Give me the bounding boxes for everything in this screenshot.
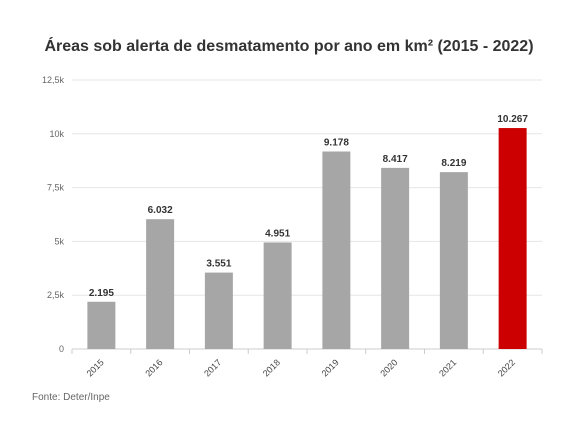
data-label: 6.032 (148, 205, 173, 216)
bar (439, 172, 468, 349)
x-axis: 2015 2016 2017 2018 2019 2020 2021 2022 (71, 349, 543, 379)
data-label: 10.267 (497, 114, 528, 125)
x-tick-label: 2018 (261, 357, 282, 378)
y-tick-label: 7,5k (47, 183, 65, 193)
y-tick-label: 5k (54, 236, 64, 246)
data-labels: 2.195 6.032 3.551 4.951 9.178 8.417 8.219 10.26… (89, 114, 528, 299)
bar (204, 272, 233, 349)
data-label: 4.951 (265, 228, 290, 239)
bar (87, 301, 116, 349)
source-note: Fonte: Deter/Inpe (32, 392, 110, 403)
x-tick-label: 2017 (202, 357, 223, 378)
x-tick-label: 2019 (320, 357, 341, 378)
gridlines (72, 79, 542, 350)
bar (263, 242, 292, 349)
chart-title: Áreas sob alerta de desmatamento por ano… (44, 38, 534, 55)
x-tick-label: 2022 (496, 357, 517, 378)
x-tick-label: 2021 (437, 357, 458, 378)
data-label: 9.178 (324, 137, 349, 148)
y-tick-label: 12,5k (42, 75, 65, 85)
bar (322, 151, 351, 349)
bar (146, 219, 175, 349)
y-tick-label: 0 (59, 344, 64, 354)
x-tick-label: 2020 (378, 357, 399, 378)
y-tick-label: 2,5k (47, 290, 65, 300)
data-label: 8.417 (383, 154, 408, 165)
bar (498, 128, 527, 349)
data-label: 8.219 (441, 158, 466, 169)
data-label: 2.195 (89, 288, 114, 299)
data-label: 3.551 (206, 259, 231, 270)
x-tick-label: 2015 (85, 357, 106, 378)
y-tick-label: 10k (49, 129, 64, 139)
y-axis: 0 2,5k 5k 7,5k 10k 12,5k (42, 75, 65, 354)
bars (87, 128, 527, 349)
x-tick-label: 2016 (143, 357, 164, 378)
bar (381, 167, 410, 349)
